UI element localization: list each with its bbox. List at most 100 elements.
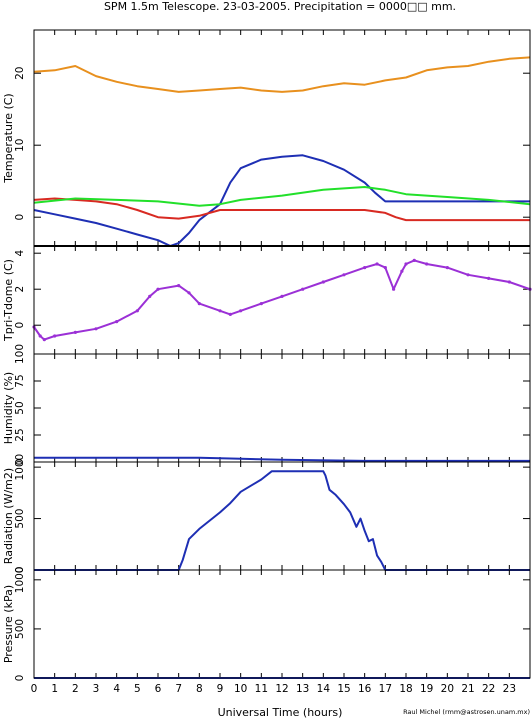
panel-frame [33, 353, 531, 463]
data-point [259, 302, 263, 306]
panel-tpri-tdome: 0 2 4 Tpri-Tdome (C) [2, 245, 532, 355]
x-tick-label: 13 [296, 683, 309, 695]
series-line-1 [33, 154, 530, 247]
x-tick-label: 5 [134, 683, 141, 695]
x-tick-label: 6 [155, 683, 162, 695]
x-tick-label: 23 [503, 683, 516, 695]
chart-title: SPM 1.5m Telescope. 23-03-2005. Precipit… [104, 0, 456, 13]
x-tick-label: 4 [113, 683, 120, 695]
y-tick-label: 0 [14, 322, 26, 329]
y-tick-label: 20 [14, 67, 26, 80]
x-tick-label: 8 [196, 683, 203, 695]
data-point [228, 312, 232, 316]
data-point [239, 309, 243, 313]
y-tick-label: 4 [14, 250, 26, 257]
x-tick-label: 19 [420, 683, 433, 695]
y-tick-label: 2 [14, 286, 26, 293]
x-tick-label: 2 [72, 683, 79, 695]
x-tick-label: 7 [175, 683, 182, 695]
y-axis-title: Temperature (C) [2, 93, 15, 183]
data-point [115, 320, 119, 324]
y-tick-label: 1000 [14, 566, 26, 593]
y-tick-label: 1000 [14, 454, 26, 481]
panel-frame [33, 569, 531, 679]
y-axis-title: Humidity (%) [2, 372, 15, 444]
panel-humidity: 0 25 50 75 100 Humidity (%) [2, 344, 531, 466]
data-point [507, 280, 511, 284]
panel-frame [33, 29, 531, 247]
x-tick-label: 20 [441, 683, 454, 695]
data-point [156, 287, 160, 291]
y-tick-label: 75 [14, 374, 26, 387]
data-point [425, 262, 429, 266]
data-point [487, 276, 491, 280]
y-tick-label: 10 [14, 139, 26, 152]
data-point [42, 338, 46, 342]
data-point [38, 334, 42, 338]
x-tick-label: 15 [337, 683, 350, 695]
y-axis-title: Pressure (kPa) [2, 585, 15, 663]
series-line-0 [33, 56, 531, 93]
data-point [280, 294, 284, 298]
data-point [73, 330, 77, 334]
data-point [412, 258, 416, 262]
data-point [148, 294, 152, 298]
x-axis-title: Universal Time (hours) [218, 706, 343, 719]
x-tick-label: 3 [93, 683, 100, 695]
x-tick-label: 9 [217, 683, 224, 695]
data-point [53, 334, 57, 338]
x-tick-label: 22 [482, 683, 495, 695]
data-point [94, 327, 98, 331]
y-tick-label: 500 [14, 619, 26, 639]
data-point [197, 302, 201, 306]
data-point [363, 266, 367, 270]
y-tick-label: 50 [14, 401, 26, 414]
panel-frame [33, 461, 531, 571]
data-point [404, 262, 408, 266]
data-point [321, 280, 325, 284]
series-line-0 [33, 259, 531, 341]
series-line-3 [33, 186, 531, 207]
data-point [177, 284, 181, 288]
y-axis-title: Tpri-Tdome (C) [2, 259, 15, 342]
data-point [375, 262, 379, 266]
x-tick-label: 0 [31, 683, 38, 695]
y-tick-label: 100 [14, 344, 26, 364]
y-tick-label: 0 [14, 675, 26, 682]
y-tick-label: 25 [14, 428, 26, 441]
x-tick-label: 21 [461, 683, 474, 695]
panel-temperature: 0 10 20 Temperature (C) [2, 29, 531, 247]
panel-frame [33, 245, 531, 355]
data-point [392, 287, 396, 291]
x-tick-label: 16 [358, 683, 372, 695]
x-tick-label: 18 [399, 683, 412, 695]
data-point [383, 266, 387, 270]
data-point [400, 269, 404, 273]
x-tick-label: 17 [379, 683, 392, 695]
x-tick-label: 11 [255, 683, 268, 695]
y-tick-label: 500 [14, 509, 26, 529]
y-tick-label: 0 [14, 459, 26, 466]
data-point [342, 273, 346, 277]
data-point [466, 273, 470, 277]
series-line-0 [34, 456, 530, 462]
series-line-0 [34, 470, 530, 571]
data-point [187, 291, 191, 295]
data-point [445, 266, 449, 270]
x-tick-label: 14 [317, 683, 331, 695]
series-line-2 [33, 197, 530, 222]
x-tick-label: 12 [275, 683, 288, 695]
y-tick-label: 0 [14, 567, 26, 574]
data-point [135, 309, 139, 313]
x-tick-label: 1 [51, 683, 58, 695]
data-point [301, 287, 305, 291]
x-tick-label: 10 [234, 683, 247, 695]
credit-text: Raul Michel (rmm@astrosen.unam.mx) [403, 708, 530, 716]
y-axis-title: Radiation (W/m2) [2, 468, 15, 564]
data-point [218, 309, 222, 313]
y-tick-label: 0 [14, 214, 26, 221]
